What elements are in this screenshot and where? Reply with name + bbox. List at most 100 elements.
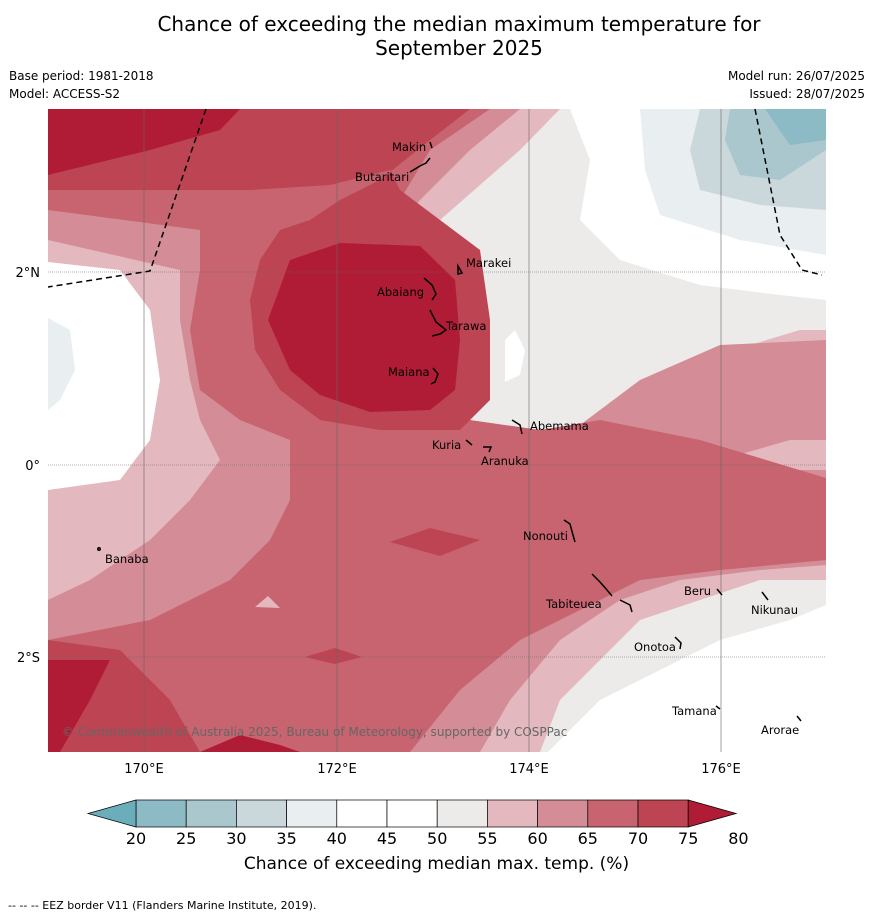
colorbar-box-10 (587, 799, 639, 828)
model-name: Model: ACCESS-S2 (9, 87, 121, 101)
label-nonouti: Nonouti (523, 529, 568, 543)
label-beru: Beru (684, 584, 711, 598)
patch-45-55 (505, 330, 525, 382)
colorbar-extend-low (86, 799, 137, 828)
band-above-80-s (200, 735, 300, 752)
band-40-45-west (48, 318, 75, 410)
colorbar-box-7 (436, 799, 488, 828)
label-tabiteuea: Tabiteuea (545, 597, 602, 611)
base-period: Base period: 1981-2018 (9, 69, 154, 83)
title-line-1: Chance of exceeding the median maximum t… (157, 12, 761, 36)
label-abemama: Abemama (530, 419, 589, 433)
islands (97, 141, 802, 722)
eez-border-west (47, 108, 207, 288)
lat-tick-0: 0° (25, 459, 40, 474)
lon-tick-172: 172°E (317, 762, 357, 777)
colorbar-tick-50: 50 (427, 829, 447, 848)
eez-footnote: -- -- -- EEZ border V11 (Flanders Marine… (8, 899, 317, 912)
label-kuria: Kuria (432, 438, 461, 452)
lon-tick-170: 170°E (124, 762, 164, 777)
colorbar-tick-75: 75 (678, 829, 698, 848)
label-butaritari: Butaritari (355, 170, 409, 184)
colorbar-box-3 (236, 799, 287, 828)
label-banaba: Banaba (105, 552, 149, 566)
meta-left: Base period: 1981-2018 Model: ACCESS-S2 (9, 67, 154, 103)
colorbar: 20 25 30 35 40 45 50 55 60 65 70 75 80 (86, 799, 749, 848)
band-45-55-se (548, 605, 826, 752)
colorbar-tick-70: 70 (628, 829, 648, 848)
eez-borders (47, 108, 823, 288)
lon-tick-174: 174°E (509, 762, 549, 777)
island-arorae (796, 715, 802, 722)
meta-right: Model run: 26/07/2025 Issued: 28/07/2025 (728, 67, 865, 103)
band-above-80-core (268, 243, 460, 412)
lon-tick-176: 176°E (701, 762, 741, 777)
colorbar-tick-80: 80 (728, 829, 748, 848)
island-tabiteuea-s (619, 599, 633, 613)
label-makin: Makin (392, 140, 426, 154)
band-above-80-sw (48, 660, 110, 752)
colorbar-tick-35: 35 (276, 829, 296, 848)
label-tarawa: Tarawa (445, 319, 486, 333)
map-title: Chance of exceeding the median maximum t… (0, 12, 873, 60)
island-abemama (511, 419, 523, 435)
label-maiana: Maiana (388, 365, 430, 379)
patch-75-80-b (305, 648, 362, 664)
island-butaritari (409, 157, 431, 173)
contour-layer (48, 109, 826, 752)
island-tarawa (429, 309, 448, 337)
band-25-30-ne (765, 109, 826, 145)
lat-tick-2n: 2°N (16, 266, 41, 281)
label-abaiang: Abaiang (377, 285, 424, 299)
label-arorae: Arorae (761, 723, 799, 737)
label-aranuka: Aranuka (481, 454, 529, 468)
colorbar-tick-55: 55 (477, 829, 497, 848)
island-nonouti (563, 519, 576, 543)
patch-60-65 (255, 596, 280, 608)
colorbar-box-9 (537, 799, 589, 828)
map-figure: Makin Butaritari Marakei Abaiang Tarawa … (16, 108, 826, 848)
colorbar-tick-60: 60 (527, 829, 547, 848)
lon-tick-labels: 170°E 172°E 174°E 176°E (124, 762, 741, 777)
lat-tick-labels: 2°N 0° 2°S (16, 266, 41, 666)
island-onotoa (674, 636, 682, 650)
colorbar-extend-high (687, 799, 738, 828)
place-labels: Makin Butaritari Marakei Abaiang Tarawa … (105, 140, 799, 737)
island-tabiteuea-n (591, 573, 613, 597)
colorbar-tick-65: 65 (578, 829, 598, 848)
island-marakei (457, 263, 464, 275)
label-marakei: Marakei (466, 256, 511, 270)
island-tamana (715, 705, 721, 710)
colorbar-box-11 (637, 799, 689, 828)
band-45-55-west (48, 262, 160, 490)
colorbar-box-5 (336, 799, 388, 828)
copyright-note: © Commonwealth of Australia 2025, Bureau… (62, 725, 567, 739)
issued-date: Issued: 28/07/2025 (749, 87, 865, 101)
island-banaba (97, 547, 101, 551)
island-nikunau (761, 591, 769, 601)
title-line-2: September 2025 (375, 36, 543, 60)
colorbar-box-4 (286, 799, 338, 828)
colorbar-box-8 (487, 799, 538, 828)
colorbar-tick-25: 25 (176, 829, 196, 848)
colorbar-box-1 (135, 799, 187, 828)
colorbar-label: Chance of exceeding median max. temp. (%… (243, 854, 630, 874)
gridlines (48, 109, 826, 752)
island-maiana (430, 367, 439, 385)
island-aranuka (483, 446, 493, 453)
colorbar-box-6 (386, 799, 438, 828)
colorbar-tick-40: 40 (327, 829, 347, 848)
island-beru (716, 588, 723, 596)
band-70-75 (48, 109, 826, 752)
island-makin (429, 141, 433, 149)
colorbar-tick-20: 20 (126, 829, 146, 848)
label-nikunau: Nikunau (751, 603, 798, 617)
model-run: Model run: 26/07/2025 (727, 69, 865, 83)
colorbar-tick-30: 30 (226, 829, 246, 848)
colorbar-box-2 (185, 799, 237, 828)
eez-border-east (754, 108, 823, 276)
island-kuria (465, 439, 473, 446)
patch-75-80 (390, 528, 480, 556)
label-onotoa: Onotoa (634, 640, 676, 654)
colorbar-tick-45: 45 (377, 829, 397, 848)
